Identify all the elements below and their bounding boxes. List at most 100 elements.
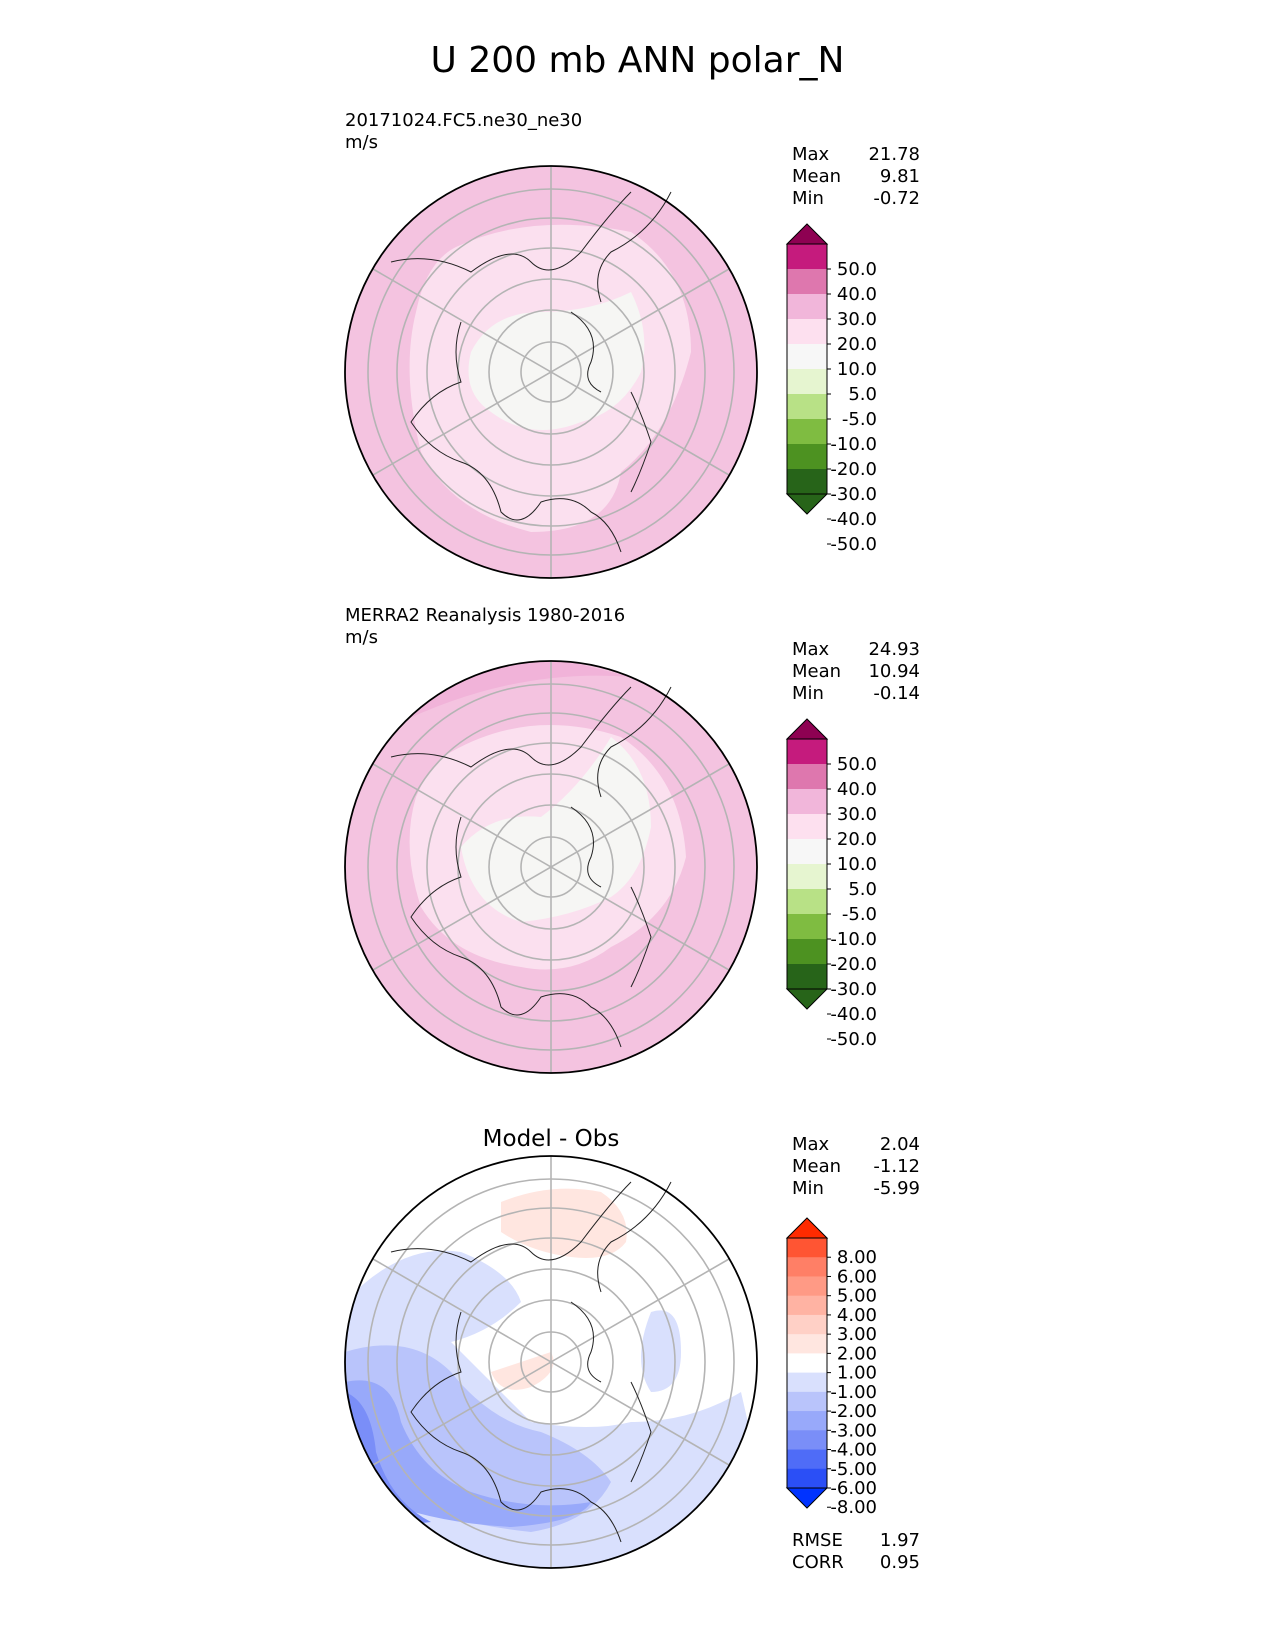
stat-min-label: Min — [792, 683, 824, 704]
panel-diff-stats: Max 2.04 Mean -1.12 Min -5.99 — [792, 1134, 920, 1200]
colorbar-tick-label: -3.00 — [830, 1420, 877, 1441]
colorbar-tick-label: -1.00 — [830, 1382, 877, 1403]
stat-max-label: Max — [792, 144, 830, 165]
colorbar-bin — [787, 269, 827, 295]
colorbar-tick-label: 50.0 — [837, 754, 877, 775]
stat-mean-value: 9.81 — [879, 166, 920, 187]
colorbar-bin — [787, 1430, 827, 1451]
panel-model-title: 20171024.FC5.ne30_ne30 — [345, 110, 583, 131]
colorbar-bin — [787, 1257, 827, 1277]
panel-model-title-block: 20171024.FC5.ne30_ne30 m/s — [345, 110, 582, 154]
colorbar-tick-label: 5.00 — [837, 1286, 877, 1307]
colorbar-bin — [787, 1238, 827, 1258]
colorbar-tick-label: 1.00 — [837, 1363, 877, 1384]
colorbar-bin — [787, 1334, 827, 1354]
colorbar-bin — [787, 444, 827, 470]
colorbar-bin — [787, 294, 827, 320]
panel-obs-title-block: MERRA2 Reanalysis 1980-2016 m/s — [345, 605, 625, 649]
colorbar-tick-label: -40.0 — [830, 509, 877, 530]
colorbar-bin — [787, 964, 827, 990]
stat-min-label: Min — [792, 188, 824, 209]
colorbar-bin — [787, 814, 827, 840]
field-near-zero — [468, 292, 645, 430]
colorbar-bin — [787, 469, 827, 495]
field-near-zero — [461, 737, 651, 922]
panel-obs-title: MERRA2 Reanalysis 1980-2016 — [345, 605, 626, 626]
colorbar-bin — [787, 1411, 827, 1431]
figure-title: U 200 mb ANN polar_N — [430, 40, 845, 81]
colorbar-tick-label: -30.0 — [830, 484, 877, 505]
colorbar-tick-label: 4.00 — [837, 1305, 877, 1326]
colorbar-tick-label: 20.0 — [837, 829, 877, 850]
colorbar-tick-label: 50.0 — [837, 259, 877, 280]
colorbar-bin — [787, 889, 827, 915]
panel-diff-title: Model - Obs — [482, 1126, 620, 1152]
panel-model-units: m/s — [345, 132, 378, 153]
panel-obs-units: m/s — [345, 627, 378, 648]
colorbar-tick-labels: 50.0 40.0 30.0 20.0 10.0 5.0 -5.0 -10.0 -20.0 -30… — [830, 754, 877, 1050]
colorbar-tick-label: -20.0 — [830, 459, 877, 480]
stat-mean-value: -1.12 — [873, 1156, 920, 1177]
colorbar-tick-label: -40.0 — [830, 1004, 877, 1025]
colorbar-tick-label: 30.0 — [837, 309, 877, 330]
graticule — [367, 1156, 735, 1568]
stat-mean-value: 10.94 — [868, 661, 920, 682]
colorbar-bin — [787, 914, 827, 940]
colorbar-tick-label: 2.00 — [837, 1343, 877, 1364]
graticule — [367, 166, 735, 578]
colorbar-bin — [787, 764, 827, 790]
stat-max-label: Max — [792, 639, 830, 660]
colorbar-tick-label: -5.0 — [842, 409, 877, 430]
colorbar-extend-min — [785, 988, 829, 1010]
colorbar-extend-max — [785, 223, 829, 245]
colorbar-tick-label: -30.0 — [830, 979, 877, 1000]
coastlines — [390, 1181, 672, 1543]
colorbar-tick-labels: 8.006.005.004.003.002.001.00-1.00-2.00-3… — [830, 1247, 877, 1518]
rmse-label: RMSE — [792, 1530, 843, 1551]
polar-map-model — [344, 165, 758, 579]
colorbar-tick-label: -5.00 — [830, 1459, 877, 1480]
colorbar-diff: 8.00 6.00 5.00 4.00 3.00 2.00 1.00 -1.00 -2.00 -3… — [785, 1217, 917, 1522]
colorbar-bin — [787, 369, 827, 395]
stat-mean-label: Mean — [792, 166, 842, 187]
polar-map-diff — [344, 1155, 758, 1569]
stat-min-value: -0.72 — [873, 188, 920, 209]
colorbar-bin — [787, 1372, 827, 1393]
colorbar-extend-max — [785, 1217, 829, 1239]
colorbar-bin — [787, 394, 827, 420]
stat-mean-label: Mean — [792, 661, 842, 682]
colorbar-bin — [787, 789, 827, 815]
colorbar-tick-label: 5.0 — [848, 384, 877, 405]
colorbar-frame — [786, 1237, 828, 1489]
graticule — [367, 661, 735, 1073]
colorbar-tick-label: -4.00 — [830, 1440, 877, 1461]
colorbar-tick-label: -2.00 — [830, 1401, 877, 1422]
coastlines — [390, 686, 672, 1048]
stat-max-value: 24.93 — [868, 639, 920, 660]
colorbar-extend-min — [785, 1487, 829, 1509]
colorbar-bin — [787, 939, 827, 965]
colorbar-bin — [787, 1276, 827, 1297]
colorbar-tick-label: 10.0 — [837, 359, 877, 380]
colorbar-tick-label: 6.00 — [837, 1266, 877, 1287]
panel-model-stats: Max 21.78 Mean 9.81 Min -0.72 — [792, 144, 920, 210]
colorbar-model: 50.0 40.0 30.0 20.0 10.0 5.0 -5.0 -10.0 -20.0 -30… — [785, 223, 917, 555]
colorbar-extend-max — [785, 718, 829, 740]
colorbar-obs: 50.0 40.0 30.0 20.0 10.0 5.0 -5.0 -10.0 -20.0 -30… — [785, 718, 917, 1050]
diff-metrics: RMSE 1.97 CORR 0.95 — [792, 1530, 920, 1574]
stat-min-value: -0.14 — [873, 683, 920, 704]
stat-max-label: Max — [792, 1134, 830, 1155]
colorbar-tick-label: 20.0 — [837, 334, 877, 355]
map-boundary — [344, 660, 758, 1074]
colorbar-bin — [787, 864, 827, 890]
panel-obs-stats: Max 24.93 Mean 10.94 Min -0.14 — [792, 639, 920, 705]
field-neg-3 — [345, 1380, 591, 1527]
colorbar-bin — [787, 839, 827, 865]
map-boundary — [344, 165, 758, 579]
corr-label: CORR — [792, 1552, 844, 1573]
colorbar-bin — [787, 1314, 827, 1335]
field-pos-1 — [501, 1188, 627, 1258]
stat-max-value: 2.04 — [879, 1134, 920, 1155]
coastlines — [390, 191, 672, 553]
colorbar-bin — [787, 739, 827, 765]
